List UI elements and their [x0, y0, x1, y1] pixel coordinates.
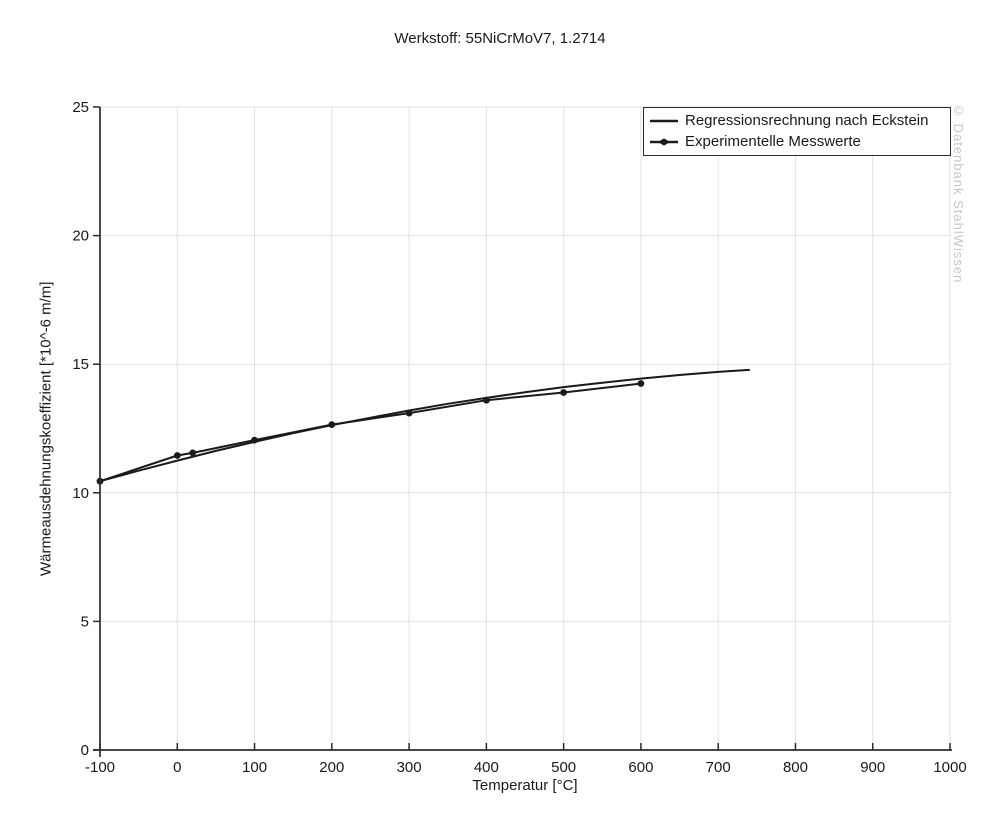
- watermark: © Datenbank StahlWissen: [951, 103, 966, 284]
- regression-line-sample-icon: [650, 119, 678, 122]
- y-tick-label: 20: [72, 228, 89, 245]
- legend-label-regression: Regressionsrechnung nach Eckstein: [685, 112, 929, 129]
- series-experimental-line: [99, 382, 642, 483]
- legend-item-regression: Regressionsrechnung nach Eckstein: [649, 110, 945, 131]
- data-point-marker: [251, 436, 258, 444]
- experimental-line-sample-icon: [650, 137, 678, 146]
- y-tick-label: 10: [72, 485, 89, 502]
- x-axis-title: Temperatur [°C]: [472, 777, 578, 794]
- x-tick-label: 500: [551, 759, 576, 776]
- data-point-marker: [483, 396, 490, 404]
- data-point-marker: [560, 389, 567, 396]
- y-axis-title: Wärmeausdehnungskoeffizient [*10^-6 m/m]: [37, 281, 55, 576]
- x-tick-label: 300: [397, 759, 422, 776]
- x-tick-label: 700: [706, 759, 731, 776]
- x-tick-label: 400: [474, 759, 499, 776]
- legend-label-experimental: Experimentelle Messwerte: [685, 133, 861, 150]
- x-tick-label: 600: [628, 759, 653, 776]
- x-tick-label: 800: [783, 759, 808, 776]
- x-tick-label: 100: [242, 759, 267, 776]
- data-point-marker: [328, 421, 336, 428]
- y-tick-label: 25: [72, 99, 89, 116]
- chart-title: Werkstoff: 55NiCrMoV7, 1.2714: [394, 30, 606, 47]
- data-point-marker: [405, 409, 413, 417]
- data-point-marker: [189, 449, 197, 457]
- legend: Regressionsrechnung nach Eckstein Experi…: [643, 107, 951, 156]
- x-tick-label: 900: [860, 759, 885, 776]
- legend-item-experimental: Experimentelle Messwerte: [649, 131, 945, 152]
- x-tick-label: 1000: [933, 759, 966, 776]
- series-regression-line: [99, 368, 751, 483]
- data-point-marker: [637, 380, 645, 387]
- x-tick-label: -100: [85, 759, 115, 776]
- data-point-marker: [173, 452, 181, 459]
- y-tick-label: 15: [72, 356, 89, 373]
- y-tick-label: 0: [81, 742, 89, 759]
- y-tick-label: 5: [81, 613, 89, 630]
- x-tick-label: 200: [319, 759, 344, 776]
- x-tick-label: 0: [173, 759, 181, 776]
